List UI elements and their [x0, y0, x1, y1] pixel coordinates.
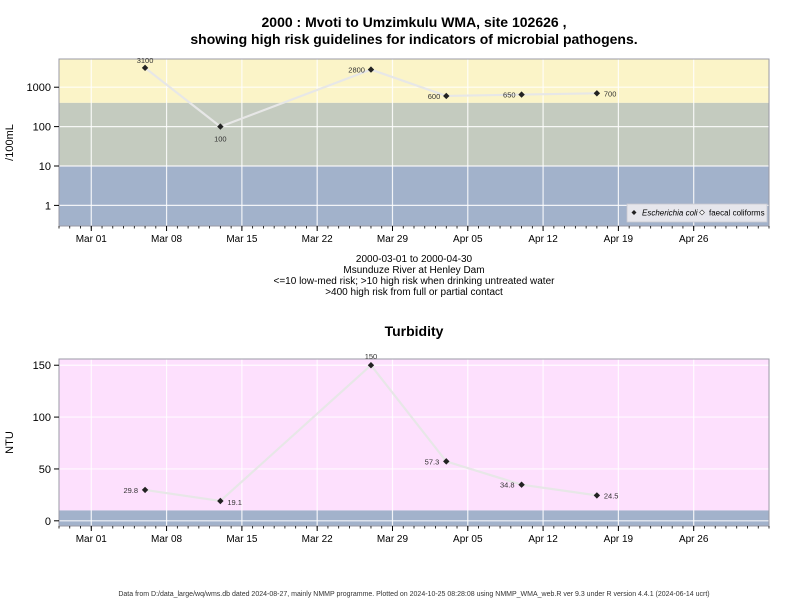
chart-subtitle: 2000-03-01 to 2000-04-30 [356, 254, 473, 265]
risk-band [59, 59, 769, 103]
data-label: 19.1 [227, 498, 242, 507]
legend-marker-faecal [699, 209, 705, 216]
data-point [141, 486, 149, 494]
data-label: 600 [428, 92, 441, 101]
y-tick-label: 100 [33, 122, 51, 134]
series-line [144, 66, 597, 128]
data-point [217, 123, 224, 130]
ecoli-chart: 2000 : Mvoti to Umzimkulu WMA, site 1026… [4, 14, 770, 298]
data-label: 24.5 [604, 491, 619, 500]
turbidity-chart: Turbidity 0 50 100 150 Mar 01 Mar 08 Mar 15 Mar … [4, 323, 770, 545]
y-tick-label: 1 [45, 200, 51, 212]
y-tick-label: 10 [39, 161, 51, 173]
y-tick-label: 100 [33, 412, 51, 424]
x-tick-label: Mar 22 [302, 534, 334, 545]
legend-label-ecoli: Escherichia coli [642, 209, 698, 218]
data-point [518, 91, 525, 98]
x-tick-label: Apr 05 [453, 234, 483, 245]
data-label: 650 [503, 91, 516, 100]
y-tick-label: 50 [39, 464, 51, 476]
risk-band [59, 510, 769, 526]
data-point [443, 92, 450, 100]
x-tick-label: Mar 08 [151, 534, 183, 545]
y-axis-label: /100mL [4, 124, 16, 161]
y-tick-label: 1000 [27, 82, 51, 94]
x-tick-label: Apr 26 [679, 534, 709, 545]
legend-marker-ecoli [631, 210, 637, 215]
legend-box [626, 203, 768, 223]
x-tick-label: Apr 12 [528, 534, 558, 545]
x-tick-label: Mar 01 [76, 234, 108, 245]
x-tick-label: Apr 05 [453, 534, 483, 545]
data-label: 2800 [348, 66, 365, 75]
x-tick-label: Apr 12 [528, 234, 558, 245]
footer-note: Data from D:/data_large/wq/wms.db dated … [118, 591, 709, 598]
y-axis-label: NTU [4, 431, 16, 454]
data-point [217, 497, 224, 505]
x-tick-label: Mar 01 [76, 534, 108, 545]
data-point [593, 90, 601, 97]
chart-subtitle: >400 high risk from full or partial cont… [325, 287, 503, 298]
risk-band [59, 359, 769, 511]
x-tick-label: Apr 19 [604, 534, 634, 545]
x-tick-label: Mar 29 [377, 234, 409, 245]
data-label: 150 [365, 352, 378, 361]
x-tick-label: Mar 08 [151, 234, 183, 245]
chart-title: 2000 : Mvoti to Umzimkulu WMA, site 1026… [262, 14, 567, 30]
data-label: 3100 [137, 56, 154, 65]
data-label: 34.8 [500, 481, 515, 490]
data-point [443, 458, 450, 465]
risk-band [59, 102, 769, 167]
chart-subtitle: <=10 low-med risk; >10 high risk when dr… [274, 276, 556, 287]
x-tick-label: Apr 19 [604, 234, 634, 245]
x-tick-label: Mar 15 [226, 234, 258, 245]
y-tick-label: 150 [33, 360, 51, 372]
data-label: 700 [604, 89, 617, 98]
data-point [518, 481, 525, 488]
y-tick-label: 0 [45, 516, 51, 528]
chart-title: showing high risk guidelines for indicat… [190, 31, 637, 47]
data-point [141, 64, 149, 72]
data-point [367, 362, 375, 369]
chart-subtitle: Msunduze River at Henley Dam [343, 265, 484, 276]
legend-label-faecal: faecal coliforms [709, 209, 765, 218]
x-tick-label: Apr 26 [679, 234, 709, 245]
data-label: 29.8 [123, 486, 138, 495]
data-point [367, 66, 375, 73]
x-tick-label: Mar 29 [377, 534, 409, 545]
x-tick-label: Mar 15 [226, 534, 258, 545]
series-line [144, 363, 598, 503]
data-point [593, 492, 601, 499]
data-label: 100 [214, 135, 227, 144]
x-tick-label: Mar 22 [302, 234, 334, 245]
chart-title: Turbidity [385, 323, 444, 339]
data-label: 57.3 [425, 457, 440, 466]
